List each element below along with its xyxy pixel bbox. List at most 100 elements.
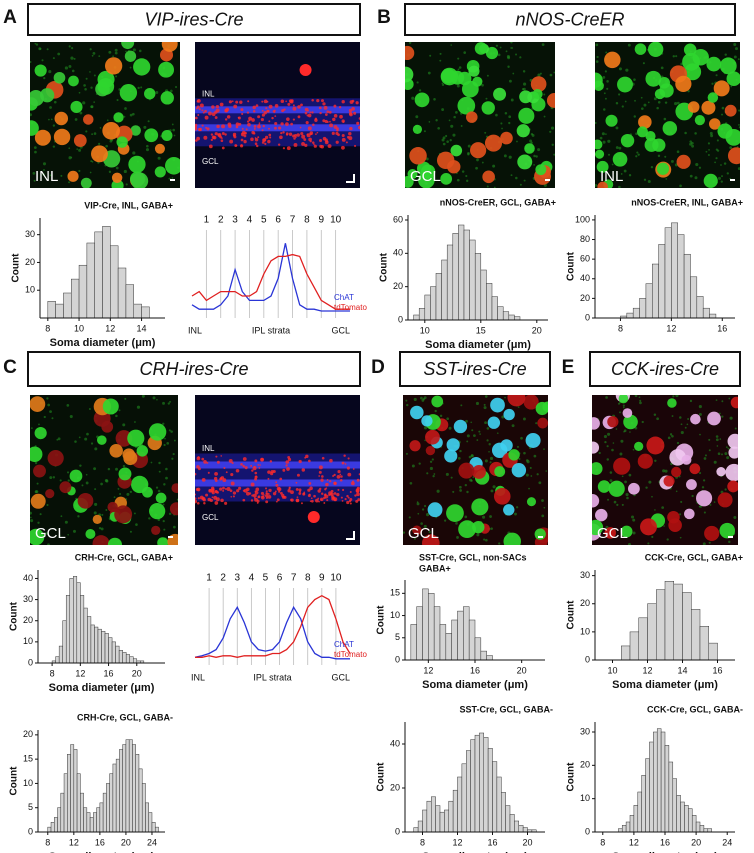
cell: [458, 462, 475, 479]
y-axis-label: Count: [566, 600, 577, 630]
td-speck: [348, 499, 352, 503]
td-speck: [311, 111, 314, 114]
panel-title-box: [399, 351, 551, 387]
speckle: [403, 531, 406, 534]
speckle: [471, 429, 474, 432]
speckle: [162, 503, 165, 506]
speckle: [126, 492, 130, 496]
x-axis-label: Soma diameter (μm): [422, 679, 528, 691]
cell: [80, 177, 92, 188]
speckle: [86, 432, 89, 436]
td-speck: [297, 105, 301, 109]
speckle: [615, 428, 618, 430]
td-speck: [215, 497, 220, 502]
td-speck: [292, 118, 295, 121]
td-speck: [260, 117, 264, 122]
soma: [299, 64, 312, 76]
histogram-bar: [448, 800, 454, 833]
x-start-label: INL: [191, 672, 205, 682]
histogram-bar: [474, 734, 480, 833]
speckle: [47, 543, 50, 545]
td-speck: [285, 133, 289, 136]
td-speck: [326, 478, 329, 481]
speckle: [503, 154, 507, 158]
td-speck: [250, 464, 253, 467]
td-speck: [355, 499, 359, 503]
speckle: [716, 445, 719, 447]
histogram-bar: [112, 763, 117, 833]
histogram-bar: [656, 728, 662, 833]
td-speck: [198, 127, 202, 132]
speckle: [689, 399, 693, 403]
cell: [490, 397, 505, 413]
speckle: [680, 500, 683, 504]
cell: [470, 142, 487, 159]
speckle: [497, 53, 501, 57]
speckle: [485, 97, 488, 100]
histogram-bar: [664, 745, 670, 833]
cell: [719, 57, 737, 75]
td-speck: [336, 492, 340, 497]
histogram-bar: [102, 792, 107, 833]
histogram-bar: [629, 815, 635, 833]
speckle: [171, 457, 174, 460]
cell: [97, 70, 115, 88]
y-tick-label: 30: [580, 726, 590, 736]
cell: [410, 405, 424, 420]
cell: [118, 467, 132, 481]
speckle: [411, 96, 415, 100]
speckle: [628, 473, 632, 477]
speckle: [30, 60, 32, 64]
speckle: [30, 516, 32, 519]
cell: [405, 66, 414, 83]
x-tick-label: 12: [105, 323, 115, 333]
speckle: [439, 52, 442, 55]
td-speck: [308, 459, 311, 463]
speckle: [512, 72, 515, 75]
speckle: [486, 185, 489, 188]
histogram-bar: [501, 792, 506, 833]
td-speck: [215, 455, 218, 458]
speckle: [613, 500, 617, 504]
td-speck: [296, 496, 299, 499]
histogram-bar: [483, 737, 489, 833]
speckle: [626, 496, 629, 500]
speckle: [720, 180, 723, 183]
speckle: [605, 396, 608, 399]
speckle: [35, 43, 39, 46]
profile-line: [195, 594, 351, 658]
speckle: [48, 70, 52, 74]
td-speck: [244, 466, 248, 470]
speckle: [113, 496, 116, 499]
td-speck: [214, 489, 218, 493]
td-speck: [344, 463, 347, 465]
speckle: [481, 83, 484, 87]
cell: [157, 537, 169, 545]
speckle: [615, 126, 619, 130]
speckle: [621, 105, 624, 108]
y-tick-label: 0: [585, 654, 590, 664]
speckle: [618, 93, 621, 96]
td-speck: [231, 100, 234, 103]
speckle: [523, 417, 526, 421]
stratum-label: 3: [234, 573, 240, 584]
histogram-bar: [673, 583, 683, 661]
histogram-bar: [439, 624, 447, 661]
td-speck: [346, 494, 349, 498]
speckle: [618, 146, 622, 150]
cell: [604, 51, 621, 69]
speckle: [654, 509, 656, 511]
speckle: [134, 421, 136, 423]
histogram-bar: [73, 576, 78, 664]
speckle: [520, 436, 523, 440]
speckle: [46, 48, 49, 51]
histogram-bar: [452, 233, 459, 321]
y-tick-label: 80: [580, 234, 590, 244]
speckle: [632, 448, 635, 451]
speckle: [140, 86, 143, 89]
histogram-bar: [426, 800, 432, 833]
speckle: [50, 118, 53, 121]
cell: [503, 504, 515, 516]
td-speck: [305, 121, 309, 125]
